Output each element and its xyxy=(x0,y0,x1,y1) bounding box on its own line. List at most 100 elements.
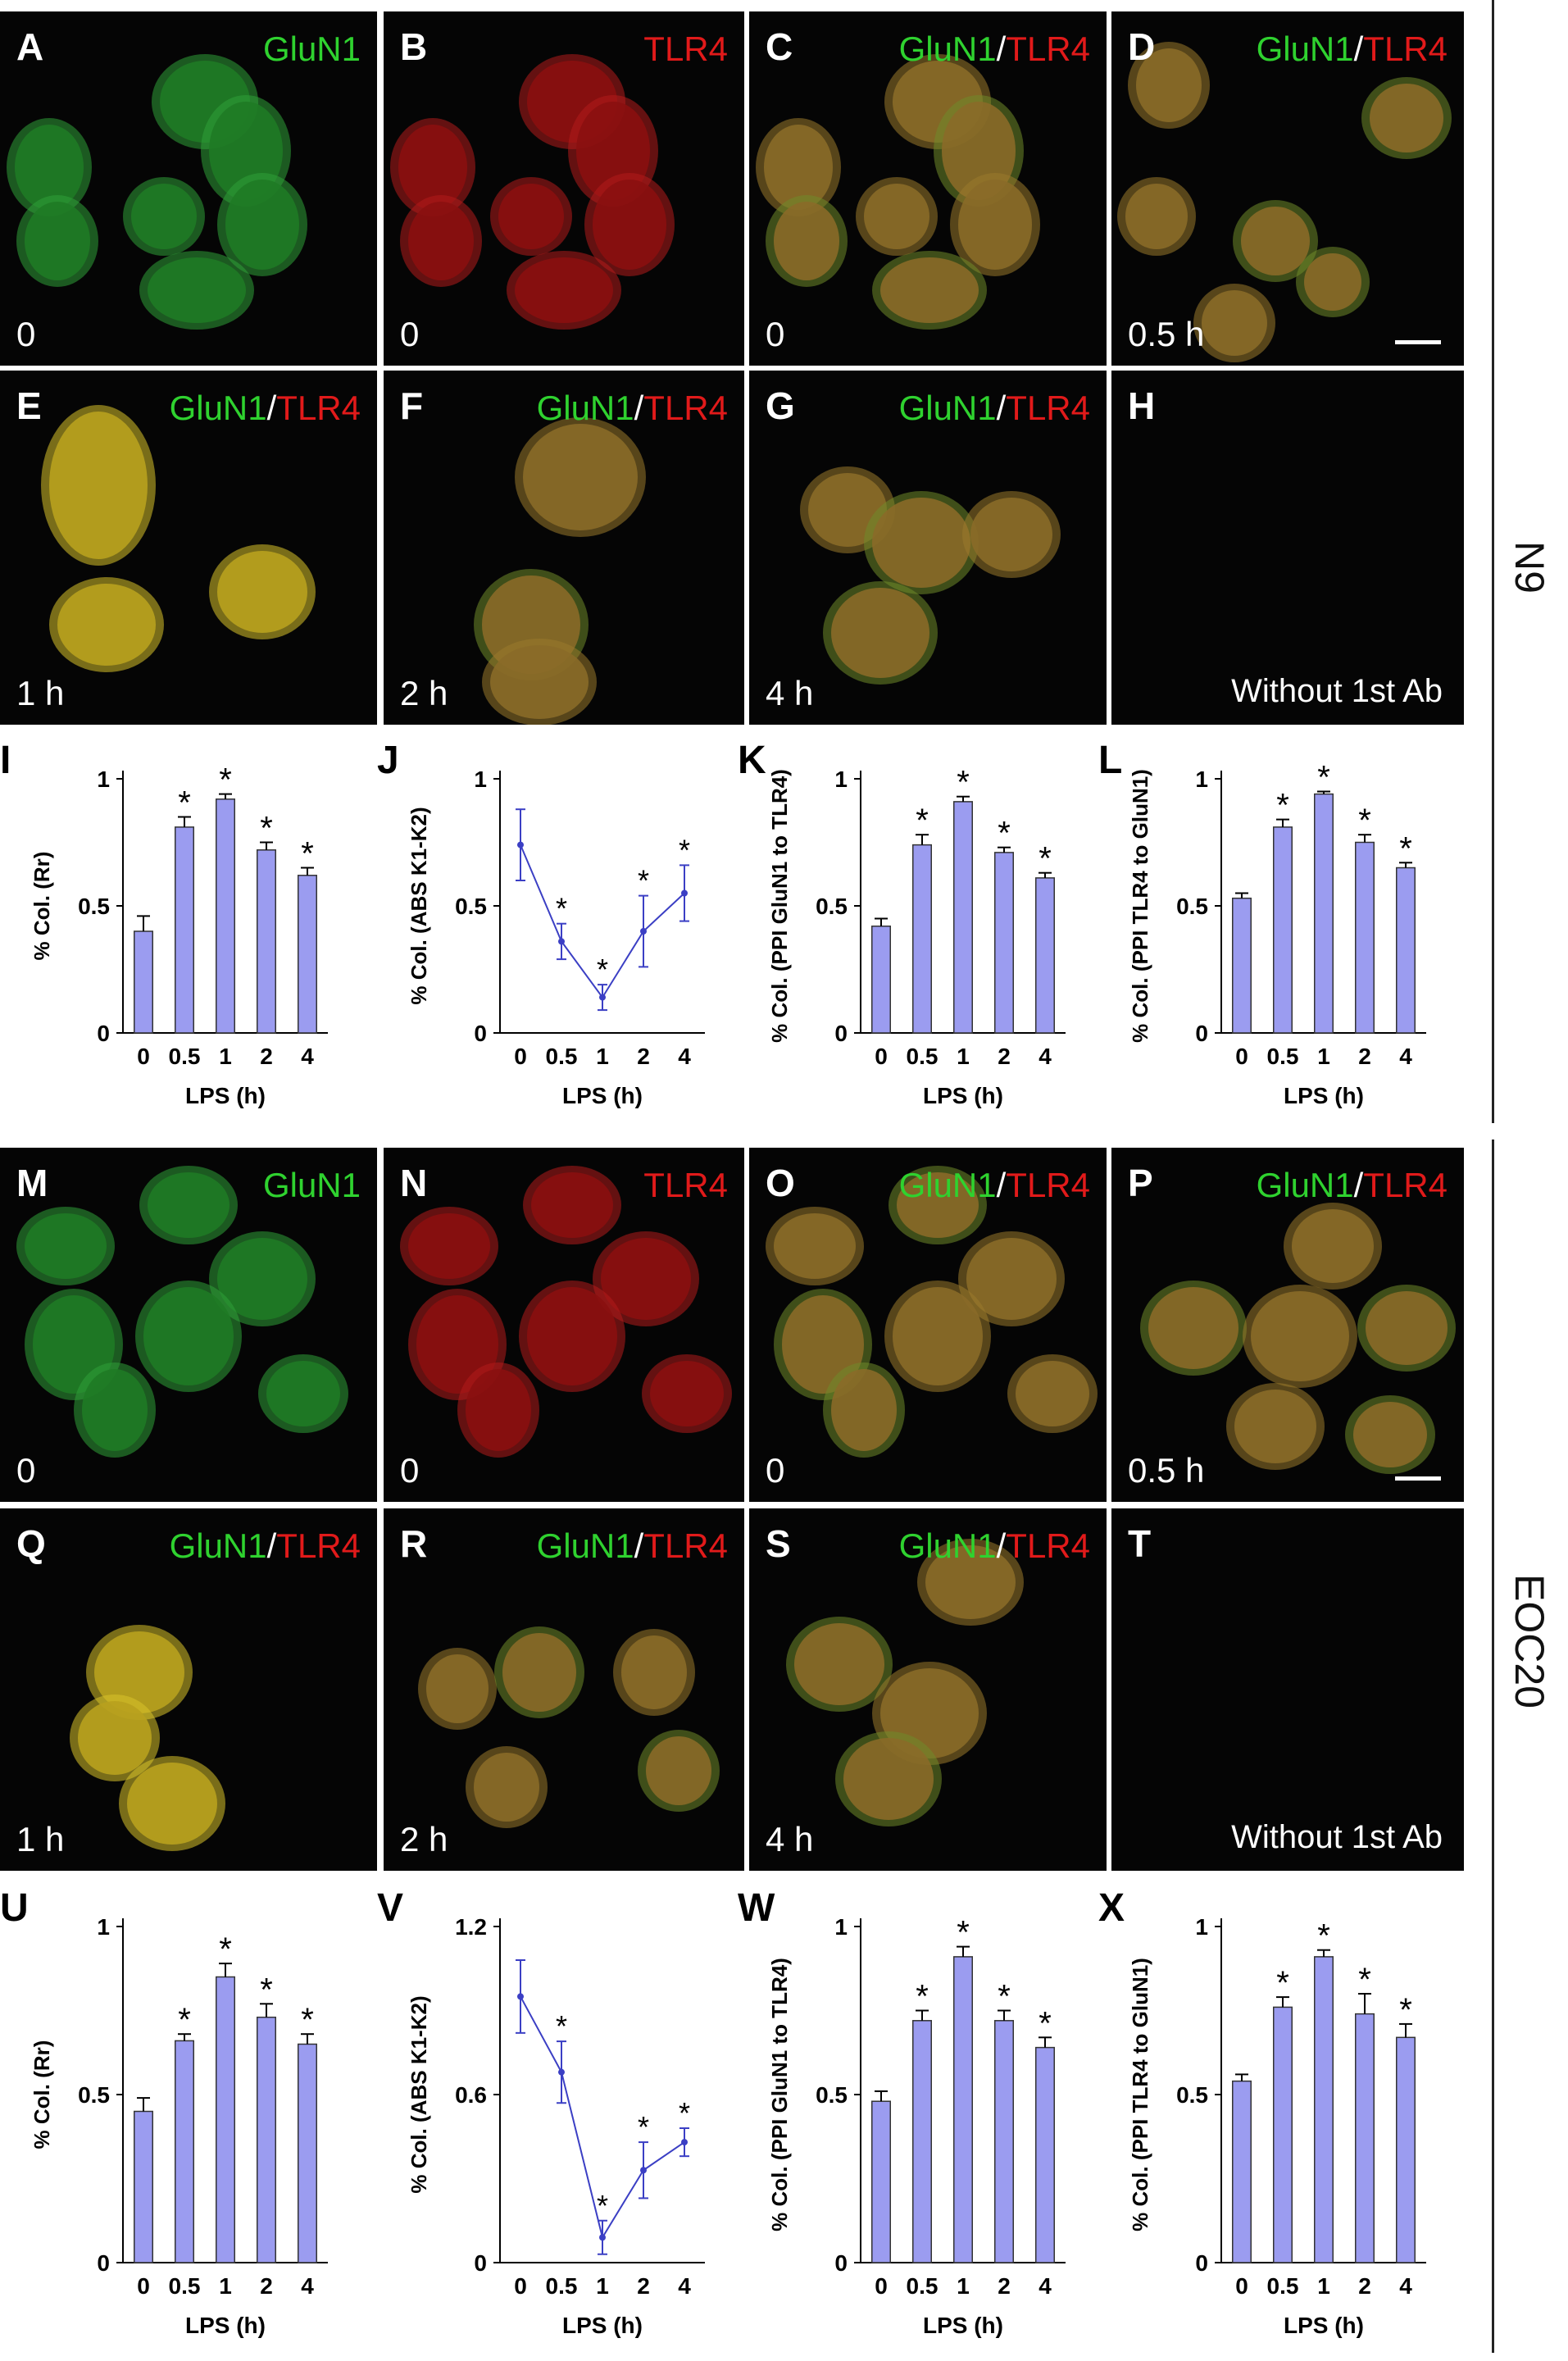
cell-nucleus xyxy=(78,1701,152,1775)
significance-marker: * xyxy=(597,953,608,986)
stain-part: TLR4 xyxy=(643,1166,728,1204)
y-tick-label: 1 xyxy=(1195,767,1208,792)
x-tick-label: 1 xyxy=(1317,2273,1330,2299)
significance-marker: * xyxy=(679,833,690,867)
cells-layer xyxy=(390,54,675,330)
cell-nucleus xyxy=(897,1172,979,1238)
x-tick-label: 1 xyxy=(596,1044,609,1069)
time-label: 4 h xyxy=(766,674,814,712)
bar xyxy=(912,844,932,1034)
significance-marker: * xyxy=(916,803,929,839)
x-tick-label: 0.5 xyxy=(907,1044,939,1069)
stain-label: GluN1 xyxy=(263,1166,361,1205)
y-tick-label: 0.5 xyxy=(1176,894,1208,919)
time-label: 1 h xyxy=(16,674,65,712)
significance-marker: * xyxy=(260,1972,273,2008)
time-label: 0 xyxy=(766,315,785,353)
bar xyxy=(1396,2036,1416,2263)
data-point xyxy=(599,994,606,1001)
significance-marker: * xyxy=(638,864,649,898)
cell-nucleus xyxy=(1148,1287,1238,1369)
y-tick-label: 0 xyxy=(97,2250,110,2276)
significance-marker: * xyxy=(1358,803,1371,839)
bar xyxy=(257,2016,276,2263)
panel-label: F xyxy=(400,384,424,427)
group-label-top: N9 xyxy=(1507,541,1552,594)
cell-nucleus xyxy=(398,125,467,210)
cell-nucleus xyxy=(1202,290,1267,356)
y-tick-label: 1 xyxy=(474,767,487,792)
y-tick-label: 1 xyxy=(97,1914,110,1940)
cell-nucleus xyxy=(925,1545,1016,1619)
cell-nucleus xyxy=(466,1369,531,1451)
cell-nucleus xyxy=(646,1736,711,1805)
chart-svg: 0 0.5 1 0 0.5 1 2 4 LPS (h) % Col. (PPI GluN1 to … xyxy=(767,1914,1066,2338)
time-label: 1 h xyxy=(16,1820,65,1858)
cell-nucleus xyxy=(527,1287,617,1385)
chart-svg: 0 0.5 1 0 0.5 1 2 4 LPS (h) % Col. (Rr) * * * * xyxy=(30,762,328,1108)
x-axis-label: LPS (h) xyxy=(562,2313,643,2338)
cell-nucleus xyxy=(1353,1402,1427,1467)
significance-marker: * xyxy=(1399,830,1412,867)
x-axis-label: LPS (h) xyxy=(185,2313,266,2338)
significance-marker: * xyxy=(556,2009,567,2043)
cell-nucleus xyxy=(57,584,156,666)
y-tick-label: 0.5 xyxy=(78,2082,110,2108)
chart-panel-label: W xyxy=(738,1886,775,1930)
x-tick-label: 0 xyxy=(514,1044,527,1069)
bar xyxy=(1232,2080,1252,2263)
cell-nucleus xyxy=(1292,1209,1374,1283)
significance-marker: * xyxy=(1399,1992,1412,2028)
panel-label: H xyxy=(1128,384,1156,427)
x-tick-label: 0 xyxy=(875,2273,888,2299)
cell-nucleus xyxy=(831,1369,897,1451)
chart-panel-label: X xyxy=(1098,1886,1125,1930)
significance-marker: * xyxy=(957,765,970,801)
stain-part: TLR4 xyxy=(1006,30,1090,68)
micrograph-Q: Q GluN1/TLR4 1 h xyxy=(0,1508,377,1871)
chart-panel-label: V xyxy=(377,1886,404,1930)
y-tick-label: 1 xyxy=(834,767,848,792)
bar xyxy=(1273,826,1293,1034)
cell-nucleus xyxy=(523,424,638,530)
stain-part: / xyxy=(634,389,644,427)
x-tick-label: 0.5 xyxy=(546,1044,578,1069)
cells-layer xyxy=(800,466,1061,685)
x-tick-label: 0 xyxy=(514,2273,527,2299)
data-point xyxy=(640,928,647,935)
y-axis-label: % Col. (ABS K1-K2) xyxy=(407,807,431,1004)
y-tick-label: 0 xyxy=(474,2250,487,2276)
x-tick-label: 0.5 xyxy=(169,1044,201,1069)
stain-label: GluN1/TLR4 xyxy=(537,1526,728,1566)
stain-part: GluN1 xyxy=(1256,1166,1354,1204)
cell-nucleus xyxy=(82,1369,148,1451)
cell-nucleus xyxy=(774,1213,856,1279)
x-tick-label: 0.5 xyxy=(1267,1044,1299,1069)
bar xyxy=(1232,897,1252,1034)
chart-J: J 0 0.5 1 0 0.5 1 2 4 LPS (h) % Col. (ABS K1-K2) * *… xyxy=(377,738,738,1115)
x-axis-label: LPS (h) xyxy=(923,2313,1003,2338)
time-label: 0 xyxy=(400,1451,420,1490)
cell-nucleus xyxy=(25,202,90,280)
bar xyxy=(871,2100,891,2263)
bar xyxy=(1035,2046,1055,2263)
data-point xyxy=(681,889,688,897)
significance-marker: * xyxy=(957,1915,970,1951)
stain-part: / xyxy=(1353,30,1364,68)
micrograph-D: D GluN1/TLR4 0.5 h xyxy=(1111,11,1464,366)
y-tick-label: 0 xyxy=(1195,1021,1208,1046)
cell-nucleus xyxy=(958,180,1032,270)
cell-nucleus xyxy=(266,1361,340,1426)
y-tick-label: 0 xyxy=(1195,2250,1208,2276)
cell-nucleus xyxy=(1304,253,1361,311)
stain-part: GluN1 xyxy=(536,389,634,427)
x-tick-label: 0.5 xyxy=(907,2273,939,2299)
cell-nucleus xyxy=(864,184,929,249)
cell-nucleus xyxy=(515,257,613,323)
time-label: 0.5 h xyxy=(1128,1451,1205,1490)
x-tick-label: 0.5 xyxy=(546,2273,578,2299)
stain-part: TLR4 xyxy=(276,389,361,427)
data-point xyxy=(599,2234,606,2241)
time-label: 0 xyxy=(16,315,36,353)
x-tick-label: 1 xyxy=(219,2273,232,2299)
